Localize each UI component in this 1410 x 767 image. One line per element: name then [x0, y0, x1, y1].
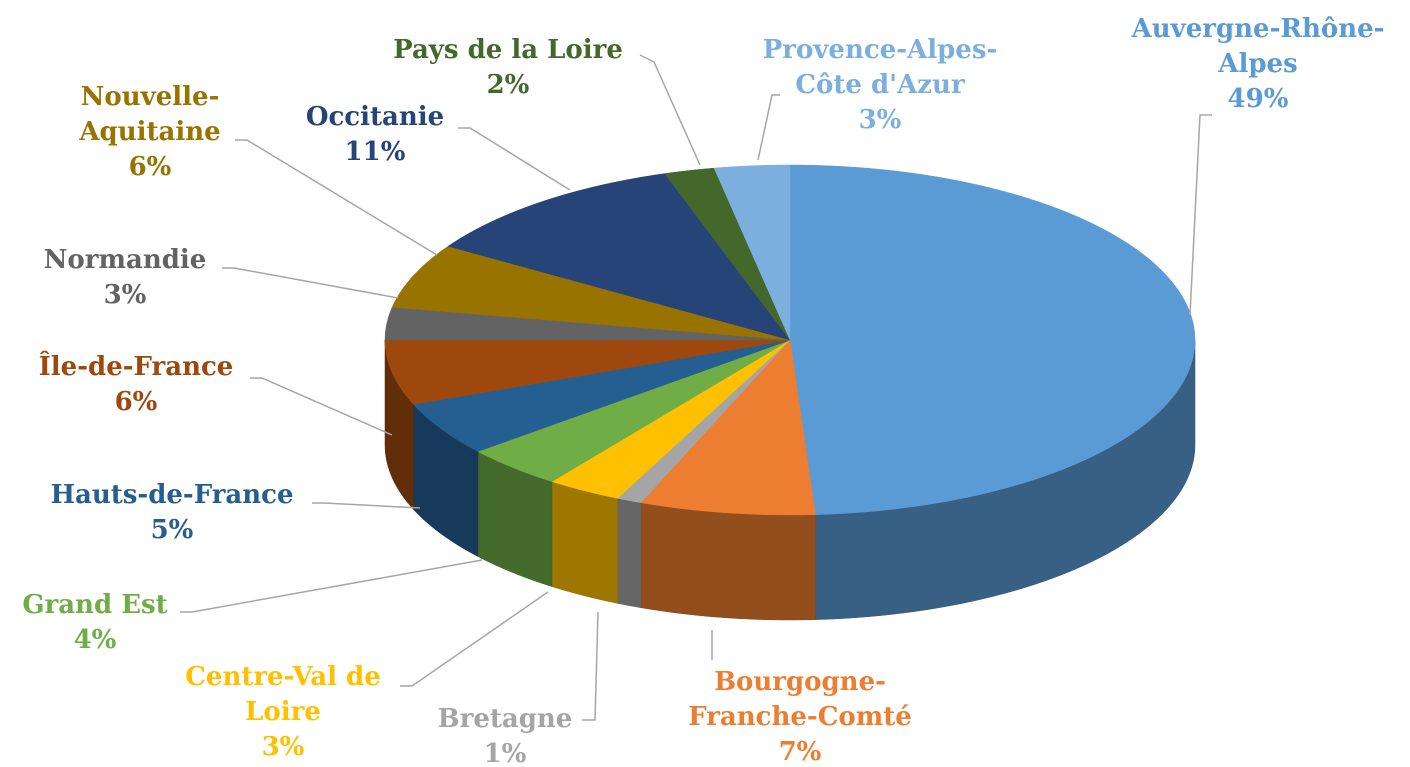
value-label: 1%	[483, 739, 527, 767]
category-label: Hauts-de-France	[50, 480, 294, 510]
category-label: Normandie	[43, 245, 207, 275]
category-label: Nouvelle-Aquitaine	[79, 82, 221, 147]
slice	[664, 167, 791, 341]
data-label: Provence-Alpes-Côte d'Azur 3%	[735, 33, 1025, 138]
category-label: Île-de-France	[38, 352, 234, 382]
category-label: Bourgogne-Franche-Comté	[688, 667, 912, 732]
value-label: 2%	[486, 70, 530, 100]
leader-line	[582, 611, 599, 721]
leader-line	[400, 591, 549, 687]
value-label: 7%	[778, 737, 822, 767]
slice	[713, 164, 791, 341]
leader-line	[222, 267, 399, 299]
slice-side	[640, 502, 816, 621]
category-label: Auvergne-Rhône-Alpes	[1131, 14, 1385, 79]
data-label: Hauts-de-France 5%	[22, 478, 322, 548]
leader-line	[757, 94, 780, 161]
slice	[477, 339, 791, 482]
leader-line	[250, 377, 393, 436]
slice	[640, 339, 816, 516]
value-label: 4%	[73, 625, 117, 655]
leader-line	[312, 502, 421, 509]
category-label: Pays de la Loire	[393, 35, 623, 65]
slice	[789, 164, 1196, 515]
leader-line	[1189, 114, 1212, 316]
category-label: Grand Est	[22, 590, 168, 620]
value-label: 49%	[1227, 84, 1289, 114]
value-label: 6%	[114, 387, 158, 417]
slice	[412, 339, 791, 452]
data-label: Grand Est 4%	[0, 588, 205, 658]
slice-side	[617, 498, 642, 609]
category-label: Bretagne	[437, 704, 573, 734]
slice	[391, 245, 791, 341]
data-label: Île-de-France 6%	[6, 350, 266, 420]
value-label: 3%	[103, 280, 147, 310]
slice	[551, 339, 791, 499]
slice-side	[551, 481, 618, 604]
leader-line	[458, 127, 571, 191]
leader-line	[639, 54, 701, 166]
data-label: Bourgogne-Franche-Comté 7%	[665, 665, 935, 767]
data-label: Nouvelle-Aquitaine 6%	[50, 80, 250, 185]
leader-line	[180, 559, 483, 613]
data-label: Normandie 3%	[15, 243, 235, 313]
value-label: 11%	[344, 137, 406, 167]
data-label: Bretagne 1%	[405, 702, 605, 767]
data-label: Centre-Val de Loire 3%	[158, 660, 408, 765]
category-label: Centre-Val de Loire	[185, 662, 381, 727]
category-label: Occitanie	[305, 102, 445, 132]
data-label: Occitanie 11%	[275, 100, 475, 170]
value-label: 3%	[261, 732, 305, 762]
leader-line	[235, 139, 438, 256]
value-label: 3%	[858, 105, 902, 135]
value-label: 6%	[128, 152, 172, 182]
slice	[447, 173, 791, 341]
data-label: Auvergne-Rhône-Alpes 49%	[1116, 12, 1401, 117]
category-label: Provence-Alpes-Côte d'Azur	[762, 35, 998, 100]
data-label: Pays de la Loire 2%	[358, 33, 658, 103]
value-label: 5%	[150, 515, 194, 545]
slice	[384, 339, 791, 405]
